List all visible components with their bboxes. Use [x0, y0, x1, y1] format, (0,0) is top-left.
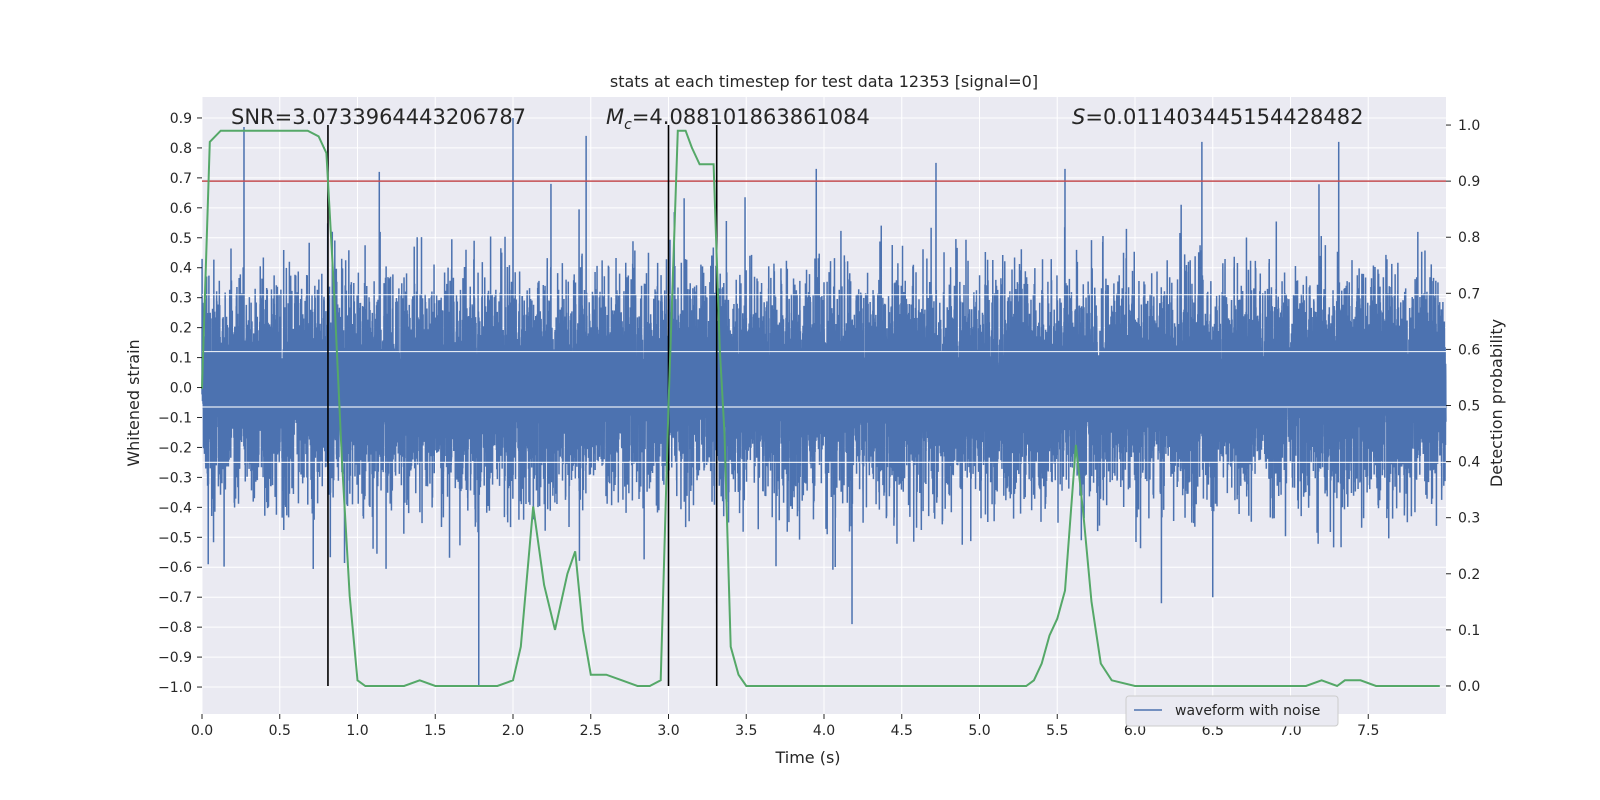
- mc-subscript: c: [624, 117, 632, 133]
- x-tick-label: 1.5: [424, 723, 446, 739]
- snr-annotation: SNR=3.0733964443206787: [231, 105, 526, 129]
- y-tick-label: −0.4: [158, 500, 192, 516]
- y2-tick-label: 0.5: [1458, 399, 1480, 415]
- y2-tick-label: 0.0: [1458, 679, 1480, 695]
- y-tick-label: 0.5: [170, 231, 192, 247]
- x-tick-label: 4.5: [891, 723, 913, 739]
- y-tick-label: −0.7: [158, 590, 192, 606]
- y-tick-label: 0.9: [170, 111, 192, 127]
- mc-symbol: M: [606, 105, 624, 129]
- y-tick-label: 0.6: [170, 201, 192, 217]
- chart-title: stats at each timestep for test data 123…: [610, 72, 1038, 91]
- x-tick-label: 6.0: [1124, 723, 1146, 739]
- legend-box: [1125, 695, 1339, 727]
- x-tick-label: 5.0: [968, 723, 990, 739]
- probability-series-group: [201, 129, 1440, 688]
- y2-tick-label: 0.8: [1458, 230, 1480, 246]
- x-tick-label: 3.5: [735, 723, 757, 739]
- y2-tick-label: 0.7: [1458, 286, 1480, 302]
- probability-line: [201, 129, 1440, 688]
- x-tick-label: 4.0: [813, 723, 835, 739]
- x-tick-label: 2.5: [580, 723, 602, 739]
- y2-tick-label: 0.6: [1458, 342, 1480, 358]
- y-tick-label: 0.1: [170, 351, 192, 367]
- y-tick-label: −0.6: [158, 560, 192, 576]
- y-tick-label: −0.9: [158, 650, 192, 666]
- x-tick-label: 7.0: [1279, 723, 1301, 739]
- x-tick-label: 6.5: [1202, 723, 1224, 739]
- y2-tick-label: 1.0: [1458, 118, 1480, 134]
- y-tick-label: −0.2: [158, 440, 192, 456]
- waveform-series: [201, 117, 1447, 688]
- y2-tick-label: 0.1: [1458, 623, 1480, 639]
- y-axis-label: Whitened strain: [124, 339, 143, 466]
- x-tick-label: 0.0: [191, 723, 213, 739]
- y2-axis-label: Detection probability: [1487, 319, 1506, 487]
- x-tick-label: 7.5: [1357, 723, 1379, 739]
- y2-tick-label: 0.2: [1458, 567, 1480, 583]
- y2-tick-label: 0.4: [1458, 455, 1480, 471]
- s-annotation: S=0.011403445154428482: [1072, 105, 1363, 129]
- y-tick-label: 0.0: [170, 381, 192, 397]
- legend: waveform with noise: [1125, 695, 1339, 727]
- axes: 0.0 0.5 1.0 1.5 2.0 2.5 3.0 3.5 4.0 4.5 5.0 5.5 6.0 6…: [158, 111, 1480, 739]
- y-tick-label: −0.8: [158, 620, 192, 636]
- x-tick-label: 3.0: [657, 723, 679, 739]
- y-tick-label: 0.7: [170, 171, 192, 187]
- x-tick-label: 2.0: [502, 723, 524, 739]
- mc-value: =4.088101863861084: [632, 105, 870, 129]
- legend-label: waveform with noise: [1175, 703, 1320, 719]
- s-value: =0.011403445154428482: [1085, 105, 1363, 129]
- x-tick-label: 0.5: [269, 723, 291, 739]
- x-tick-label: 5.5: [1046, 723, 1068, 739]
- y-tick-label: −0.3: [158, 470, 192, 486]
- y-tick-label: 0.4: [170, 261, 192, 277]
- x-axis-label: Time (s): [774, 748, 840, 767]
- y-tick-label: 0.3: [170, 291, 192, 307]
- y2-tick-label: 0.3: [1458, 511, 1480, 527]
- s-symbol: S: [1072, 105, 1085, 129]
- y-tick-label: 0.2: [170, 321, 192, 337]
- y-tick-label: −1.0: [158, 680, 192, 696]
- y2-tick-label: 0.9: [1458, 174, 1480, 190]
- y-tick-label: −0.1: [158, 410, 192, 426]
- y-tick-label: 0.8: [170, 141, 192, 157]
- y-tick-label: −0.5: [158, 530, 192, 546]
- x-tick-label: 1.0: [346, 723, 368, 739]
- chirp-mass-annotation: Mc=4.088101863861084: [606, 105, 870, 133]
